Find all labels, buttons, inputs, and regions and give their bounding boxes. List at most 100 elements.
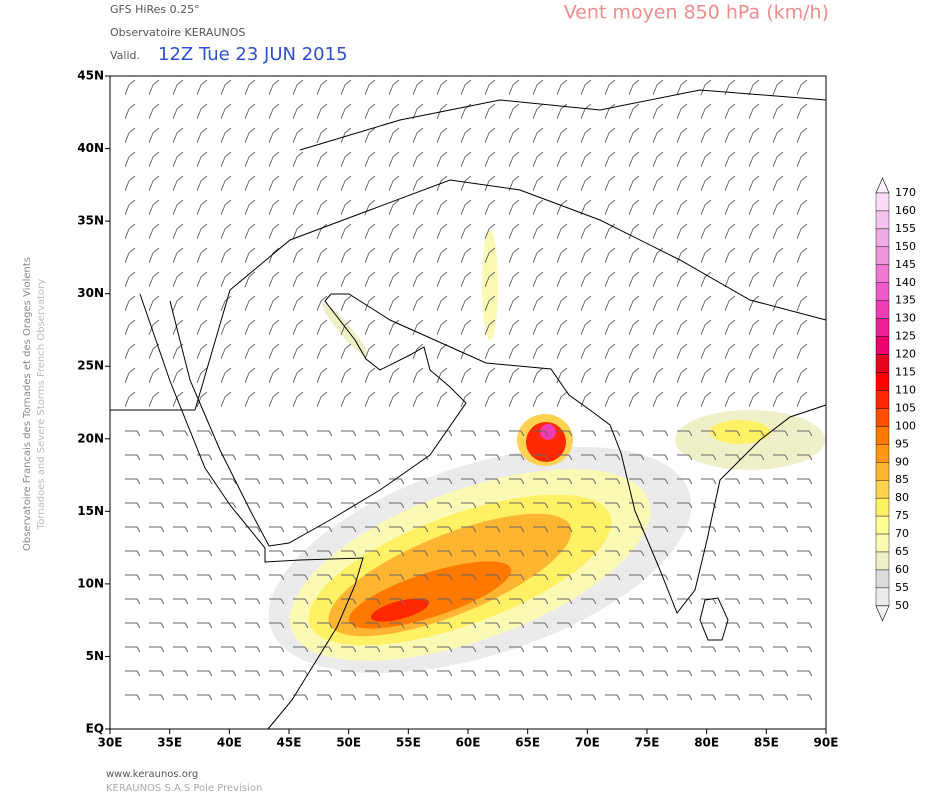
wind-barb (365, 670, 381, 677)
asia-coast (331, 293, 827, 614)
wind-barb (508, 151, 520, 168)
wind-barb (124, 223, 136, 240)
wind-barb (748, 223, 760, 240)
wind-barb (172, 367, 184, 384)
wind-barb (533, 550, 549, 557)
wind-barb (557, 454, 573, 461)
wind-barb (341, 574, 357, 581)
colorbar-band (875, 264, 890, 283)
wind-barb (724, 151, 736, 168)
wind-barb (148, 199, 160, 216)
wind-barb (508, 295, 520, 312)
wind-barb (724, 247, 736, 264)
wind-barb (340, 103, 352, 120)
wind-barb (797, 598, 813, 605)
wind-barb (605, 550, 621, 557)
wind-barb (244, 127, 256, 144)
wind-barb (340, 343, 352, 360)
wind-barb (365, 550, 381, 557)
colorbar-label: 140 (895, 276, 916, 289)
wind-barb (749, 430, 765, 437)
wind-barb (676, 103, 688, 120)
wind-barb (220, 391, 232, 408)
wind-barb (485, 574, 501, 581)
wind-barb (652, 199, 664, 216)
wind-barbs (124, 79, 813, 701)
wind-barb (244, 343, 256, 360)
wind-barb (268, 367, 280, 384)
wind-barb (725, 478, 741, 485)
wind-barb (532, 175, 544, 192)
colorbar-band (875, 444, 890, 463)
wind-barb (220, 103, 232, 120)
lon-label: 50E (336, 736, 361, 750)
wind-barb (244, 367, 256, 384)
wind-barb (700, 295, 712, 312)
wind-barb (749, 526, 765, 533)
wind-barb (125, 670, 141, 677)
wind-barb (796, 223, 808, 240)
wind-barb (532, 151, 544, 168)
wind-barb (292, 79, 304, 96)
wind-barb (293, 694, 309, 701)
wind-barb (796, 343, 808, 360)
wind-barb (532, 319, 544, 336)
colorbar-band (875, 480, 890, 499)
wind-barb (388, 151, 400, 168)
wind-barb (652, 79, 664, 96)
wind-barb (484, 79, 496, 96)
wind-barb (341, 670, 357, 677)
wind-barb (317, 622, 333, 629)
wind-barb (436, 295, 448, 312)
wind-barb (772, 151, 784, 168)
wind-barb (605, 646, 621, 653)
wind-barb (556, 151, 568, 168)
wind-barb (556, 295, 568, 312)
wind-barb (557, 502, 573, 509)
shade-east-yellow (710, 420, 770, 444)
wind-barb (316, 391, 328, 408)
wind-barb (125, 622, 141, 629)
wind-barb (460, 367, 472, 384)
wind-barb (149, 646, 165, 653)
wind-barb (700, 103, 712, 120)
wind-barb (533, 526, 549, 533)
wind-barb (172, 127, 184, 144)
valid-time: 12Z Tue 23 JUN 2015 (158, 44, 348, 65)
wind-barb (700, 79, 712, 96)
wind-barb (724, 103, 736, 120)
wind-barb (701, 550, 717, 557)
wind-barb (581, 646, 597, 653)
wind-barb (364, 391, 376, 408)
wind-barb (413, 574, 429, 581)
wind-barb (317, 670, 333, 677)
wind-barb (749, 574, 765, 581)
wind-barb (773, 430, 789, 437)
colorbar-label: 160 (895, 204, 916, 217)
lat-label: 10N (77, 576, 104, 590)
wind-barb (461, 646, 477, 653)
wind-barb (124, 319, 136, 336)
wind-barb (508, 103, 520, 120)
wind-barb (748, 367, 760, 384)
wind-barb (389, 646, 405, 653)
side-text-fr: Observatoire Francais des Tornades et de… (22, 257, 33, 551)
wind-barb (220, 343, 232, 360)
wind-barb (677, 526, 693, 533)
wind-barb (628, 271, 640, 288)
wind-barb (700, 127, 712, 144)
wind-barb (124, 343, 136, 360)
africa-coast (139, 293, 364, 730)
wind-barb (748, 103, 760, 120)
wind-barb (148, 79, 160, 96)
wind-barb (796, 79, 808, 96)
wind-barb (292, 343, 304, 360)
wind-barb (773, 454, 789, 461)
wind-barb (652, 175, 664, 192)
wind-barb (221, 430, 237, 437)
colorbar-band (875, 246, 890, 266)
wind-barb (292, 127, 304, 144)
wind-barb (437, 478, 453, 485)
wind-barb (413, 478, 429, 485)
wind-barb (341, 622, 357, 629)
